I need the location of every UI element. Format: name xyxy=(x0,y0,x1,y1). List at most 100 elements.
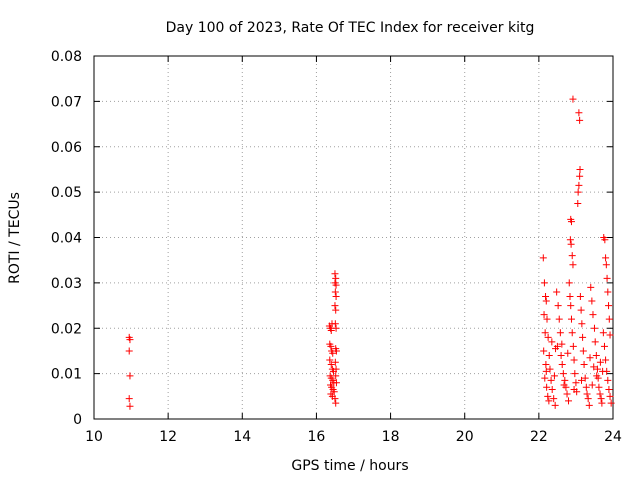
data-point xyxy=(593,365,601,373)
data-points xyxy=(125,95,615,410)
data-point xyxy=(125,347,133,355)
data-point xyxy=(596,358,604,366)
y-tick-label: 0.08 xyxy=(51,49,82,65)
data-point xyxy=(327,327,335,335)
data-point xyxy=(564,349,572,357)
x-tick-label: 10 xyxy=(85,429,103,445)
data-point xyxy=(545,397,553,405)
data-point xyxy=(604,288,612,296)
data-point xyxy=(332,306,340,314)
x-tick-label: 12 xyxy=(159,429,177,445)
data-point xyxy=(579,347,587,355)
x-axis-label: GPS time / hours xyxy=(291,458,408,474)
data-point xyxy=(604,376,612,384)
grid xyxy=(94,56,613,419)
data-point xyxy=(575,109,583,117)
data-point xyxy=(540,279,548,287)
data-point xyxy=(576,292,584,300)
data-point xyxy=(587,283,595,291)
data-point xyxy=(567,302,575,310)
x-tick-label: 16 xyxy=(308,429,326,445)
data-point xyxy=(588,297,596,305)
data-point xyxy=(591,338,599,346)
data-point xyxy=(576,165,584,173)
data-point xyxy=(541,374,549,382)
data-point xyxy=(600,342,608,350)
x-tick-label: 14 xyxy=(233,429,251,445)
data-point xyxy=(606,392,614,400)
data-point xyxy=(578,320,586,328)
data-point xyxy=(332,281,340,289)
data-point xyxy=(542,361,550,369)
data-point xyxy=(332,324,340,332)
data-point xyxy=(542,292,550,300)
data-point xyxy=(126,336,134,344)
data-point xyxy=(577,376,585,384)
plot-area-border xyxy=(93,55,614,420)
data-point xyxy=(569,342,577,350)
data-point xyxy=(570,386,578,394)
data-point xyxy=(571,370,579,378)
x-tick-label: 24 xyxy=(604,429,622,445)
data-point xyxy=(561,376,569,384)
data-point xyxy=(569,95,577,103)
data-point xyxy=(331,320,339,328)
data-point xyxy=(570,356,578,364)
ticks xyxy=(93,55,614,420)
data-point xyxy=(558,340,566,348)
data-point xyxy=(567,315,575,323)
data-point xyxy=(548,386,556,394)
data-point xyxy=(331,288,339,296)
data-point xyxy=(542,297,550,305)
data-point xyxy=(331,358,339,366)
data-point xyxy=(557,351,565,359)
data-point xyxy=(548,338,556,346)
data-point xyxy=(568,252,576,260)
data-point xyxy=(542,367,550,375)
data-point xyxy=(550,395,558,403)
data-point xyxy=(332,365,340,373)
x-tick-label: 20 xyxy=(456,429,474,445)
data-point xyxy=(565,279,573,287)
data-point xyxy=(545,351,553,359)
data-point xyxy=(590,324,598,332)
data-point xyxy=(574,188,582,196)
data-point xyxy=(567,240,575,248)
data-point xyxy=(567,218,575,226)
data-point xyxy=(552,345,560,353)
data-point xyxy=(569,261,577,269)
data-point xyxy=(332,372,340,380)
data-point xyxy=(544,392,552,400)
data-point xyxy=(539,254,547,262)
data-point xyxy=(596,390,604,398)
data-point xyxy=(544,333,552,341)
y-tick-label: 0.01 xyxy=(51,367,82,383)
data-point xyxy=(126,402,134,410)
data-point xyxy=(605,315,613,323)
data-point xyxy=(583,390,591,398)
data-point xyxy=(598,399,606,407)
data-point xyxy=(540,347,548,355)
data-point xyxy=(563,390,571,398)
data-point xyxy=(595,383,603,391)
data-point xyxy=(585,401,593,409)
data-point xyxy=(331,270,339,278)
y-axis-tick-labels: 0 0.01 0.02 0.03 0.04 0.05 0.06 0.07 0.08 xyxy=(51,49,82,428)
data-point xyxy=(593,372,601,380)
data-point xyxy=(332,399,340,407)
data-point xyxy=(584,395,592,403)
x-axis-tick-labels: 10 12 14 16 18 20 22 24 xyxy=(85,429,622,445)
y-axis-label: ROTI / TECUs xyxy=(7,192,23,284)
data-point xyxy=(592,351,600,359)
data-point xyxy=(331,395,339,403)
data-point xyxy=(555,315,563,323)
data-point xyxy=(579,333,587,341)
data-point xyxy=(558,361,566,369)
data-point xyxy=(332,379,340,387)
data-point xyxy=(543,383,551,391)
y-tick-label: 0.04 xyxy=(51,231,82,247)
y-tick-label: 0.07 xyxy=(51,94,82,110)
data-point xyxy=(554,302,562,310)
y-tick-label: 0 xyxy=(73,412,82,428)
